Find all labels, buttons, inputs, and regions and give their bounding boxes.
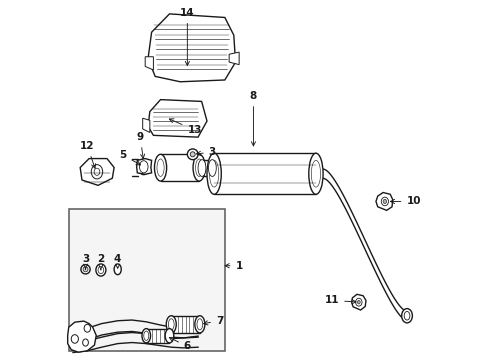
Ellipse shape bbox=[401, 309, 411, 323]
Polygon shape bbox=[136, 158, 151, 174]
Ellipse shape bbox=[114, 264, 121, 275]
Ellipse shape bbox=[98, 266, 103, 274]
Text: 3: 3 bbox=[196, 147, 216, 157]
Text: 10: 10 bbox=[389, 197, 420, 206]
Ellipse shape bbox=[357, 300, 360, 304]
Text: 5: 5 bbox=[119, 150, 140, 165]
Ellipse shape bbox=[197, 319, 203, 330]
Ellipse shape bbox=[308, 153, 323, 194]
Polygon shape bbox=[375, 193, 392, 210]
Ellipse shape bbox=[81, 265, 90, 274]
Polygon shape bbox=[351, 294, 365, 310]
Polygon shape bbox=[148, 14, 235, 82]
Ellipse shape bbox=[83, 267, 88, 272]
Ellipse shape bbox=[94, 168, 100, 175]
Ellipse shape bbox=[166, 316, 176, 333]
Text: 14: 14 bbox=[180, 8, 194, 66]
Ellipse shape bbox=[382, 199, 386, 203]
Text: 12: 12 bbox=[80, 141, 96, 168]
Bar bbox=[214, 153, 315, 194]
Bar bbox=[171, 316, 200, 333]
Ellipse shape bbox=[381, 197, 387, 206]
Polygon shape bbox=[229, 52, 239, 64]
Ellipse shape bbox=[96, 264, 106, 276]
Polygon shape bbox=[145, 57, 153, 70]
Ellipse shape bbox=[140, 162, 147, 171]
Bar bbox=[146, 329, 169, 343]
Bar bbox=[69, 208, 224, 351]
Text: 3: 3 bbox=[82, 253, 89, 269]
Ellipse shape bbox=[157, 159, 164, 176]
Text: 11: 11 bbox=[324, 296, 355, 305]
Ellipse shape bbox=[194, 316, 204, 333]
Text: 13: 13 bbox=[169, 119, 202, 135]
Text: 9: 9 bbox=[136, 132, 144, 158]
Polygon shape bbox=[142, 118, 149, 132]
Ellipse shape bbox=[168, 319, 174, 330]
Ellipse shape bbox=[82, 339, 88, 346]
Ellipse shape bbox=[139, 161, 148, 173]
Text: 6: 6 bbox=[169, 337, 191, 351]
Polygon shape bbox=[148, 100, 206, 137]
Ellipse shape bbox=[206, 153, 221, 194]
Ellipse shape bbox=[355, 298, 361, 306]
Ellipse shape bbox=[311, 161, 320, 187]
Ellipse shape bbox=[193, 154, 205, 181]
Ellipse shape bbox=[138, 159, 149, 175]
Text: 7: 7 bbox=[203, 316, 223, 326]
Ellipse shape bbox=[187, 149, 198, 159]
Ellipse shape bbox=[91, 165, 102, 179]
Ellipse shape bbox=[404, 311, 409, 320]
Ellipse shape bbox=[190, 152, 195, 157]
Text: 4: 4 bbox=[114, 254, 121, 268]
Ellipse shape bbox=[84, 324, 90, 332]
Ellipse shape bbox=[142, 329, 150, 343]
Text: 1: 1 bbox=[224, 261, 243, 271]
Text: 8: 8 bbox=[249, 91, 257, 146]
Ellipse shape bbox=[208, 159, 216, 176]
Ellipse shape bbox=[71, 335, 78, 343]
Ellipse shape bbox=[209, 161, 218, 187]
Ellipse shape bbox=[165, 329, 173, 343]
Ellipse shape bbox=[198, 159, 205, 176]
Ellipse shape bbox=[195, 159, 203, 176]
Bar bbox=[160, 154, 199, 181]
Text: 2: 2 bbox=[97, 254, 104, 270]
Ellipse shape bbox=[143, 331, 148, 341]
Ellipse shape bbox=[154, 154, 166, 181]
Polygon shape bbox=[80, 158, 114, 185]
Polygon shape bbox=[67, 321, 96, 352]
